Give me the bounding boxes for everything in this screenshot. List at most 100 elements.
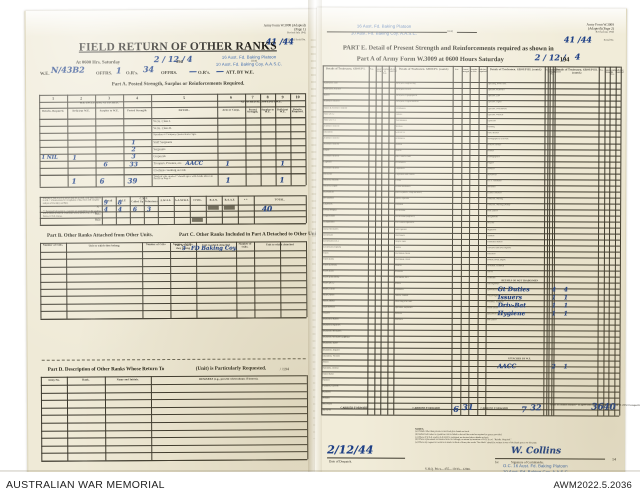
part-e-trade-2-12: Bakers xyxy=(395,149,402,152)
part-e-trade-1-4: Armourer Artificer xyxy=(323,100,340,103)
unit-rule-right xyxy=(456,31,477,33)
part-e-trade-1-50: Plasterer xyxy=(322,379,330,382)
part-e-trade-2-5: Toolmakers xyxy=(395,107,406,110)
part-e-trade-1-52: Plasterers xyxy=(322,391,331,394)
part-a-col-number-5: 5 xyxy=(183,95,186,101)
part-e-trade-2-36: Nurses, Trained xyxy=(394,294,409,297)
part-e-trade-1-15: Armourer Artificer xyxy=(323,167,340,170)
handwritten-trade-v1-4: 1 xyxy=(551,310,556,318)
pa-posted-staff-sgt: 1 xyxy=(131,139,136,147)
part-e-trade-1-32: Fitters (Gas) xyxy=(323,270,334,273)
part-e-trade-3-27: Saddletree makers xyxy=(487,240,503,243)
part-e-subcol-2-1: W.E. xyxy=(454,68,460,71)
part-e-trade-2-4: Surveyors, Trigonometrical xyxy=(395,101,419,104)
part-e-subcol-4-3: Surplus to W.E. xyxy=(610,69,617,76)
part-a-col-header-6: Arm or Corps. xyxy=(222,108,241,112)
part-c-entry-count: 3 xyxy=(182,245,186,252)
table-rule-h xyxy=(41,428,308,431)
table-rule-v xyxy=(260,93,262,186)
handwritten-trade-label-2: Issuers xyxy=(497,294,523,302)
part-e-trade-3-19: Leather Stitchers xyxy=(487,192,502,195)
page-title: FIELD RETURN OF OTHER RANKS xyxy=(78,40,277,54)
part-e-trade-3-5: Operator, Switchboard xyxy=(487,107,507,110)
date-of-despatch-label: Date of Despatch. xyxy=(329,459,352,464)
table-rule-v xyxy=(386,65,389,415)
part-e-trade-1-38: Glass Blowers xyxy=(322,306,335,309)
totals-value-1: 36 xyxy=(591,402,604,413)
part-a-rank-row-6: Corporals xyxy=(153,153,166,158)
carried-forward-1-v2: 31 xyxy=(462,401,474,413)
part-e-trade-3-31: Storeman, Technical xyxy=(487,264,505,267)
part-e-subcol-1-2: Posted Strength xyxy=(375,68,384,73)
footer-institution: AUSTRALIAN WAR MEMORIAL xyxy=(6,479,165,491)
part-e-trade-2-17: Cooks xyxy=(395,179,401,182)
pa-totals-surplus: 6 xyxy=(99,176,105,186)
part-a-rank-row-5: Sergeants xyxy=(153,146,166,151)
part-e-trade-3-21: Orderlies, Nursing (Dental) xyxy=(487,204,511,207)
part-e-trade-1-33: Fitters (Instrument) xyxy=(323,276,340,279)
analysis-head-ran: R.A.N. xyxy=(209,199,218,203)
part-e-trade-2-21: Draymen xyxy=(395,203,404,207)
part-e-trade-3-8: Painting xyxy=(487,125,495,128)
table-rule-v xyxy=(245,93,247,186)
table-rule-h xyxy=(39,222,306,226)
part-e-trade-1-6: Fitter (M.T.) xyxy=(323,112,335,115)
part-e-trade-2-34: Miners xyxy=(394,282,401,285)
part-a-col-header-10: Reinfts. Required. xyxy=(291,107,304,114)
part-d-date: / /194 xyxy=(279,366,290,372)
table-rule-h xyxy=(41,443,308,447)
table-rule-v xyxy=(306,241,308,317)
right-unit-label: (Unit) xyxy=(446,29,454,33)
offrs-value-1: 1 xyxy=(115,65,122,76)
part-e-trade-1-35: Fitters, Turner xyxy=(322,288,335,291)
table-rule-h xyxy=(40,390,307,394)
part-a-rank-row-9: Totals of cols. marked * should agree wi… xyxy=(153,174,213,181)
ors-value-2: — xyxy=(215,65,224,76)
part-e-trade-1-9: Instrument xyxy=(323,131,333,134)
table-rule-h xyxy=(41,405,308,409)
attached-by-we-v1: 2 xyxy=(551,363,556,371)
despatch-rule xyxy=(327,457,406,459)
part-e-trade-2-39: Pioneers xyxy=(394,312,403,315)
part-e-group-header-4: Details of Tradesmen. GROUP III. (contd.… xyxy=(556,68,598,75)
table-rule-v xyxy=(305,195,307,223)
part-e-trade-1-20: Bookbinders xyxy=(323,197,335,200)
part-c-col-3: Number of O.Rs. xyxy=(238,242,252,249)
part-e-trade-1-3: Bakers xyxy=(323,94,330,97)
part-d-col-2: Rank. xyxy=(82,378,90,382)
part-b-col-2: Unit to which they belong xyxy=(88,244,120,248)
table-rule-v xyxy=(451,65,454,415)
part-a-title: Part A. Posted Strength, Surplus or Rein… xyxy=(111,81,245,88)
part-a-col-header-7: Posted Strength. xyxy=(247,107,259,115)
table-rule-h xyxy=(41,459,308,462)
table-rule-h xyxy=(41,421,308,424)
handwritten-trade-label-4: Hygiene xyxy=(497,310,526,318)
analysis-head-cmf-vol: Volunteers xyxy=(144,200,158,204)
pa-reinfts-corporals: 1 NIL xyxy=(41,154,58,161)
table-rule-v xyxy=(150,376,152,461)
analysis-note-1: Analysis of Part A is to be shown here b… xyxy=(42,197,101,205)
part-e-trade-3-26: Saddlers xyxy=(487,234,495,237)
table-rule-v xyxy=(373,65,376,415)
part-a-col-header-4: Posted Strength. xyxy=(127,108,148,112)
part-e-trade-1-45: Instrument, Repairer xyxy=(322,348,340,351)
part-d-table: Army No. Rank. Name and Initials. REMARKS (… xyxy=(40,375,308,463)
table-rule-h xyxy=(41,436,308,439)
part-e-trade-1-40: Instrument Makers xyxy=(322,318,339,321)
part-e-subcol-2-2: Posted Strength xyxy=(461,68,470,73)
left-unit-stamp-line2: 10 Aust. Fd. Baking Coy. A.A.S.C. xyxy=(215,61,283,67)
table-rule-h xyxy=(40,279,307,283)
ors-value-1: 34 xyxy=(142,64,155,75)
table-rule-v xyxy=(305,93,307,186)
table-rule-v xyxy=(151,94,153,187)
part-e-trade-1-53: Moulder xyxy=(322,397,330,400)
part-e-trade-1-30: Fitters (Gun) xyxy=(323,258,334,261)
part-e-trade-1-51: Plumbers, Gas Fire xyxy=(322,385,339,388)
attached-by-we-corps: AACC xyxy=(497,363,517,371)
part-e-trade-1-22: Cooks, Hospital xyxy=(323,209,337,212)
ors-label-2: O.R's. xyxy=(197,69,211,75)
part-e-trade-3-6: Operator, Wireless xyxy=(487,113,504,116)
table-rule-v xyxy=(39,94,41,187)
part-e-trade-1-14: Carpenter xyxy=(323,161,332,164)
right-page: Army Form W.3009 (Adapted) (Page 2) Revi… xyxy=(314,7,640,475)
